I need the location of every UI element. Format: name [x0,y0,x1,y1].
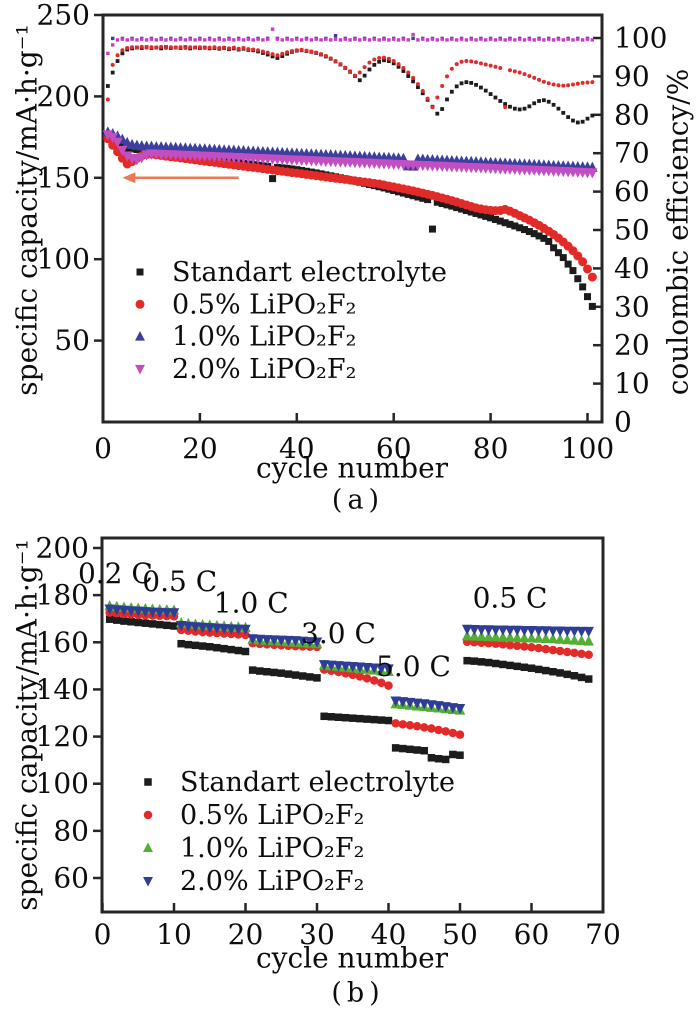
svg-text:100: 100 [36,767,89,800]
series-standart-electrolyte [105,615,593,764]
series-0.5%-lipo₂f₂-ce [105,44,595,110]
svg-text:120: 120 [36,720,89,753]
svg-text:40: 40 [279,432,315,465]
rate-label: 0.5 C [473,582,548,615]
svg-text:2.0% LiPO₂F₂: 2.0% LiPO₂F₂ [172,354,356,385]
svg-text:140: 140 [36,673,89,706]
series-2.0%-lipo₂f₂ [102,130,598,179]
svg-text:20: 20 [614,329,650,362]
rate-label: 1.0 C [214,586,289,619]
svg-text:200: 200 [37,80,90,113]
svg-text:80: 80 [614,98,650,131]
left-arrow-annotation [122,172,239,184]
svg-text:1.0% LiPO₂F₂: 1.0% LiPO₂F₂ [180,833,364,864]
svg-text:50: 50 [442,918,478,951]
svg-text:160: 160 [36,626,89,659]
svg-text:30: 30 [614,290,650,323]
svg-text:100: 100 [37,243,90,276]
chart-b-x-axis-title: cycle number [255,941,449,975]
svg-text:Standart electrolyte: Standart electrolyte [180,767,455,798]
svg-text:Standart electrolyte: Standart electrolyte [172,257,447,288]
svg-text:180: 180 [36,579,89,612]
svg-text:100: 100 [561,432,614,465]
svg-text:150: 150 [37,161,90,194]
svg-text:80: 80 [473,432,509,465]
svg-text:250: 250 [37,0,90,32]
svg-text:0.5% LiPO₂F₂: 0.5% LiPO₂F₂ [172,289,356,320]
svg-text:70: 70 [614,137,650,170]
chart-a: 0 20 40 60 80 100 50 100 150 200 250 0 10 20 30 40 50 60 7… [37,0,668,465]
chart-b: 0 10 20 30 40 50 60 70 60 80 100 120 140 160 180 2000.2… [36,532,621,952]
svg-text:50: 50 [54,324,90,357]
rate-label: 5.0 C [376,650,451,683]
svg-text:40: 40 [614,252,650,285]
svg-text:10: 10 [614,367,650,400]
chart-a-caption: (a) [331,484,385,516]
svg-text:50: 50 [614,214,650,247]
svg-text:100: 100 [614,22,667,55]
svg-text:60: 60 [53,862,89,895]
chart-b-caption: (b) [331,977,385,1009]
svg-text:1.0% LiPO₂F₂: 1.0% LiPO₂F₂ [172,322,356,353]
chart-a-y-axis-title: specific capacity/mA·h·g⁻¹ [10,24,44,396]
series-2.0%-lipo₂f₂ [104,604,594,715]
rate-label: 0.5 C [142,565,217,598]
svg-text:2.0% LiPO₂F₂: 2.0% LiPO₂F₂ [180,866,364,897]
svg-text:20: 20 [182,432,218,465]
rate-label: 0.2 C [78,557,153,590]
svg-text:70: 70 [585,918,621,951]
svg-text:10: 10 [156,918,192,951]
chart-b-y-axis-title: specific capacity/mA·h·g⁻¹ [10,539,44,911]
svg-text:40: 40 [371,918,407,951]
svg-text:200: 200 [36,532,89,565]
svg-text:80: 80 [53,814,89,847]
svg-text:90: 90 [614,60,650,93]
rate-label: 3.0 C [301,617,376,650]
svg-text:0: 0 [614,406,632,439]
svg-text:0: 0 [94,918,112,951]
svg-text:0.5% LiPO₂F₂: 0.5% LiPO₂F₂ [180,800,364,831]
svg-text:60: 60 [514,918,550,951]
svg-text:30: 30 [299,918,335,951]
series-standart-electrolyte-ce [105,45,595,125]
chart-a-y2-axis-title: coulombic efficiency/% [661,68,695,396]
svg-text:0: 0 [94,432,112,465]
chart-a-x-axis-title: cycle number [255,451,449,485]
svg-text:60: 60 [614,175,650,208]
svg-text:60: 60 [376,432,412,465]
series-2.0%-lipo₂f₂-ce [106,27,595,56]
svg-text:20: 20 [228,918,264,951]
